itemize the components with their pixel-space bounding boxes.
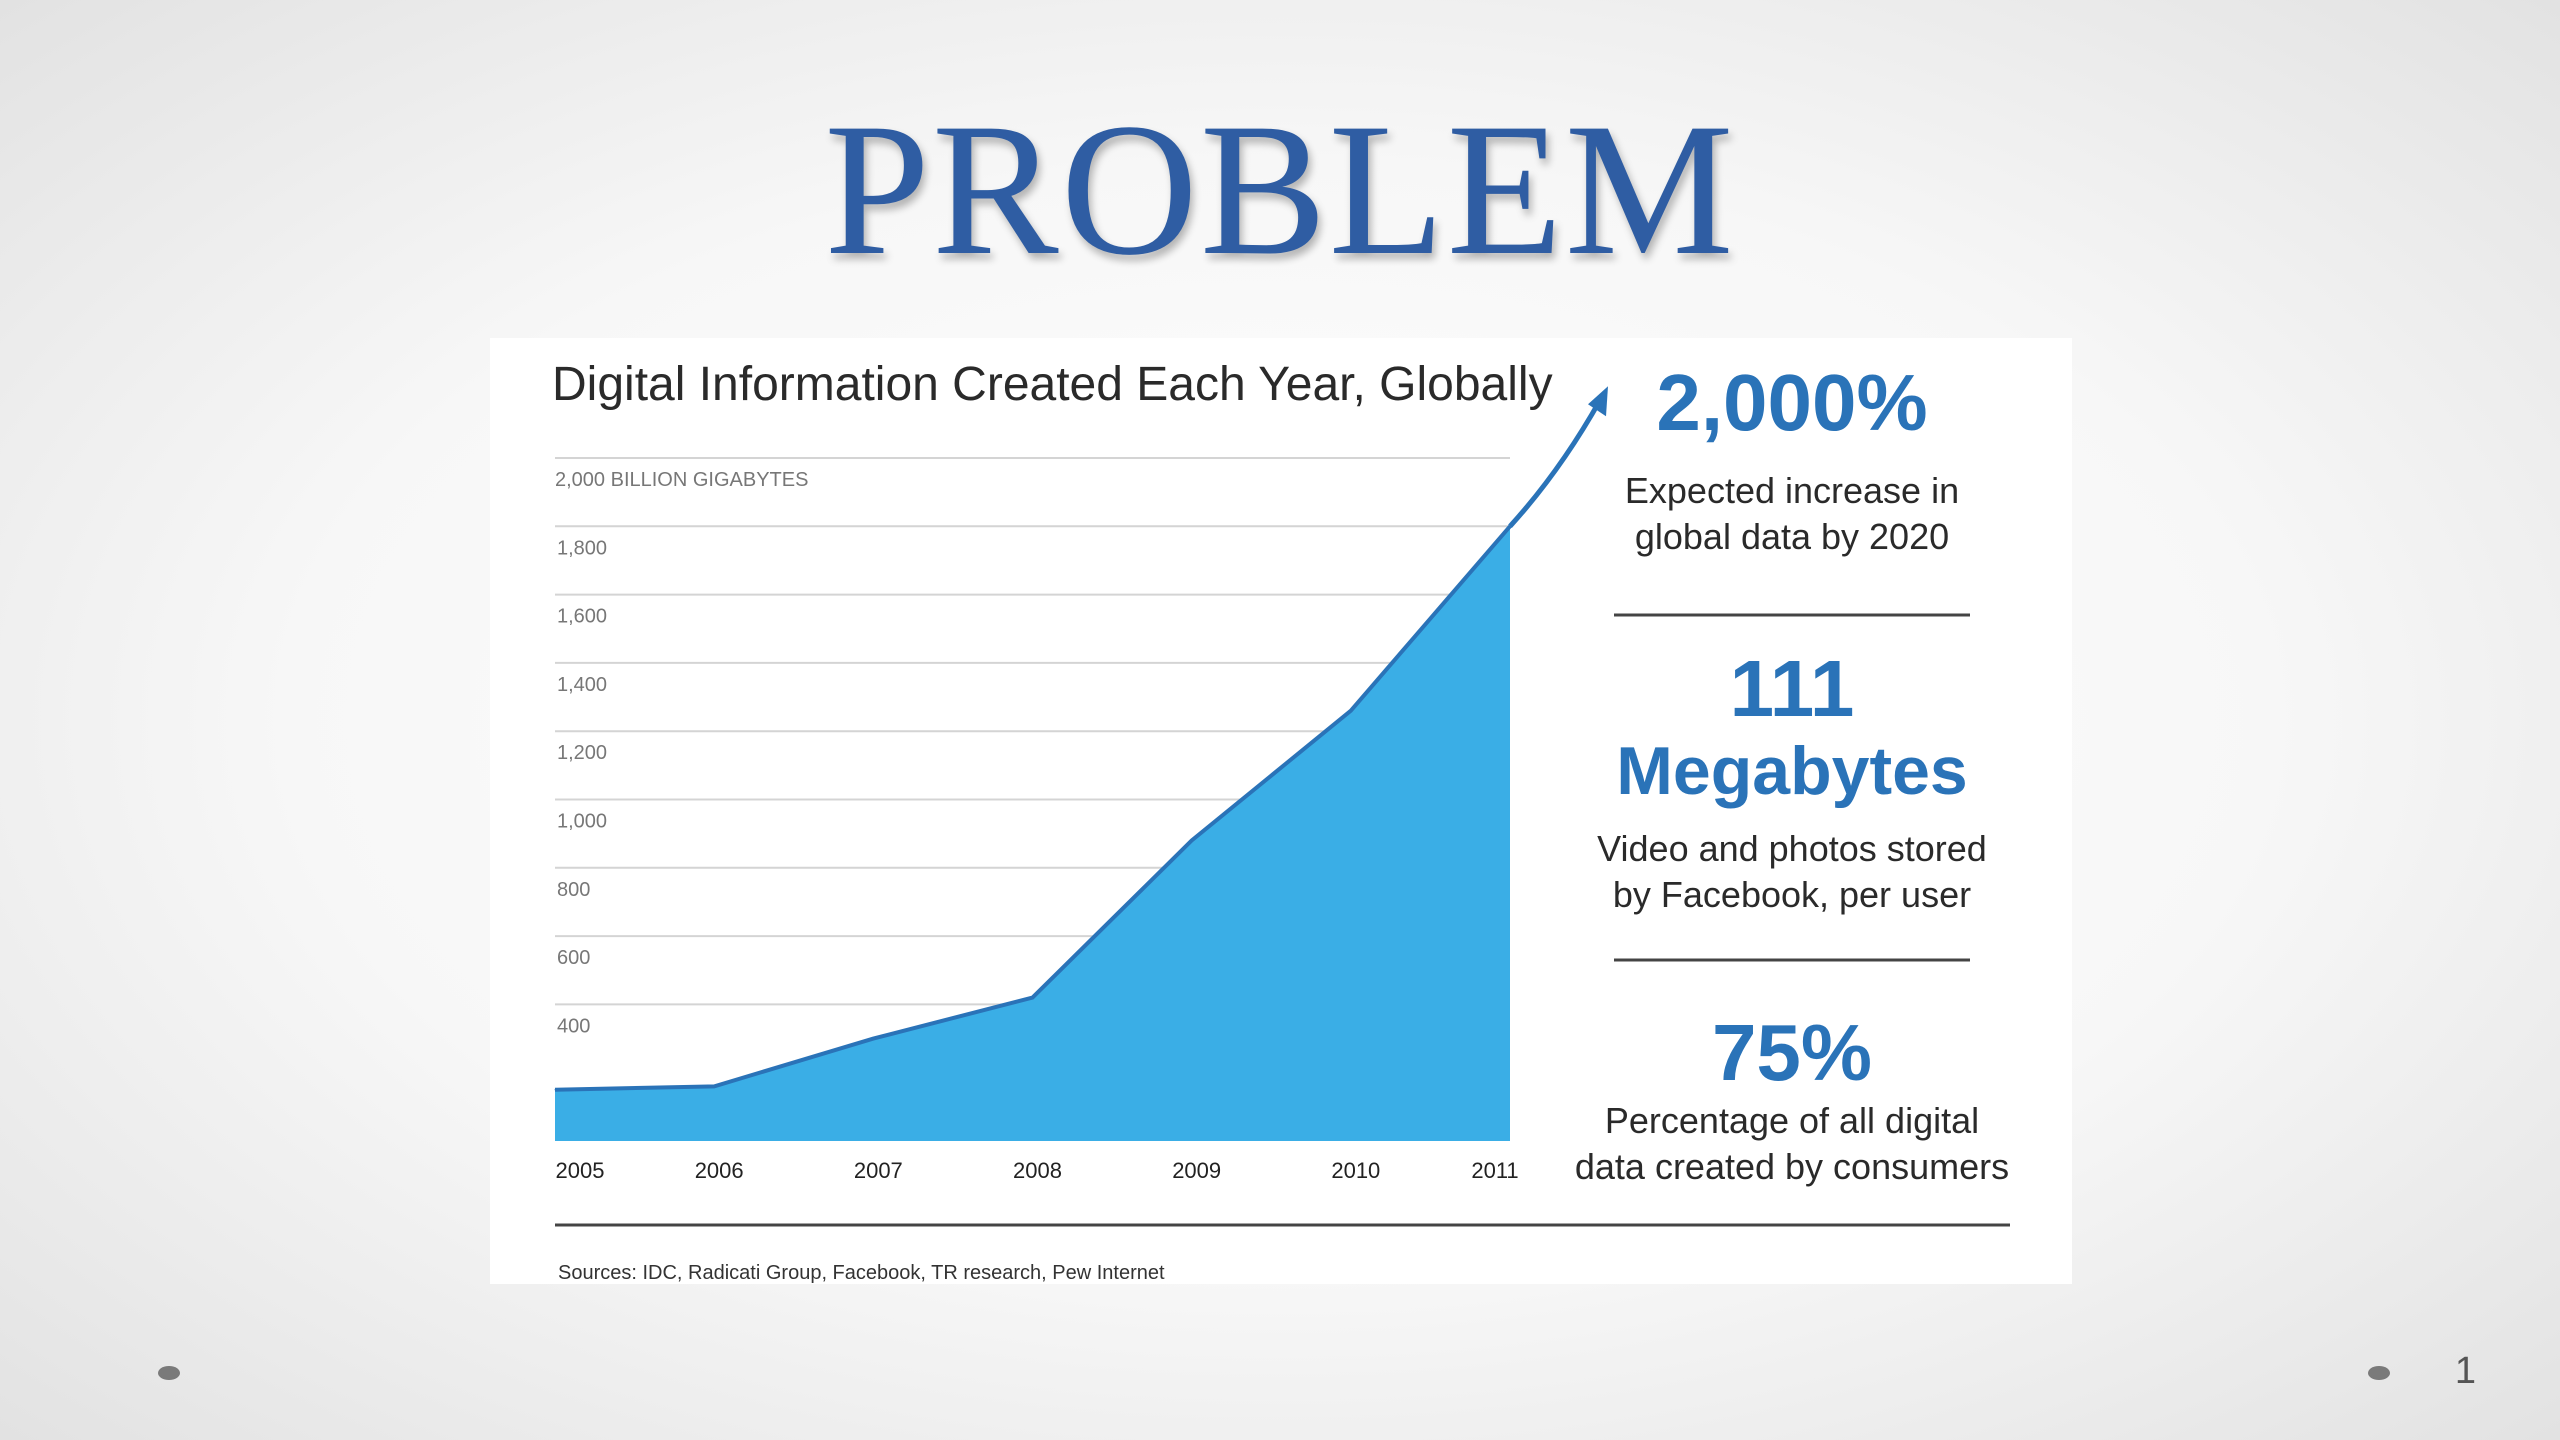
trend-arrow: [1508, 386, 1608, 528]
x-tick-layer: 2005 2006 2007 2008 2009 2010 2011: [556, 1158, 1519, 1183]
stat-2-value: 111: [1730, 644, 1855, 733]
area-layer: [554, 524, 1512, 1141]
x-tick-label-2007: 2007: [854, 1158, 903, 1183]
data-point-2007: [872, 1038, 874, 1040]
footer-bullet-left: [158, 1366, 180, 1380]
y-tick-label-6: 1,600: [557, 606, 607, 628]
stat-1-desc-line2: global data by 2020: [1635, 516, 1949, 557]
data-point-2009: [1191, 839, 1193, 841]
stat-1-value: 2,000%: [1656, 358, 1927, 447]
stat-3: 75% Percentage of all digital data creat…: [1575, 1008, 2009, 1187]
chart-source: Sources: IDC, Radicati Group, Facebook, …: [558, 1262, 1165, 1284]
stat-3-desc-line2: data created by consumers: [1575, 1146, 2009, 1187]
y-tick-label-5: 1,400: [557, 674, 607, 696]
stat-2-desc-line1: Video and photos stored: [1597, 828, 1987, 869]
data-point-2008: [1032, 997, 1033, 999]
x-tick-label-2009: 2009: [1172, 1158, 1221, 1183]
trend-arrow-line: [1508, 399, 1603, 528]
x-tick-label-2006: 2006: [695, 1158, 744, 1183]
y-tick-label-4: 1,200: [557, 742, 607, 764]
page-number: 1: [2454, 1350, 2476, 1392]
stat-2: 111 Megabytes Video and photos stored by…: [1597, 644, 1987, 915]
y-tick-label-2: 800: [557, 879, 590, 901]
y-tick-label-0: 400: [557, 1015, 590, 1037]
y-tick-label-1: 600: [557, 947, 590, 969]
chart-svg: Digital Information Created Each Year, G…: [552, 358, 2010, 1284]
x-tick-label-2010: 2010: [1331, 1158, 1380, 1183]
chart-card: Digital Information Created Each Year, G…: [490, 338, 2072, 1284]
stat-1-desc-line1: Expected increase in: [1625, 470, 1959, 511]
chart-title: Digital Information Created Each Year, G…: [552, 358, 1553, 411]
data-point-2006: [713, 1085, 715, 1087]
x-tick-label-2008: 2008: [1013, 1158, 1062, 1183]
footer-bullet-right: [2368, 1366, 2390, 1380]
x-tick-label-2011: 2011: [1471, 1158, 1518, 1183]
y-tick-label-3: 1,000: [557, 811, 607, 833]
stat-1: 2,000% Expected increase in global data …: [1625, 358, 1959, 557]
chart-unit-label: 2,000 BILLION GIGABYTES: [555, 469, 808, 491]
area-fill: [555, 526, 1510, 1141]
grid-layer: [555, 457, 1510, 1006]
stat-2-value-line2: Megabytes: [1616, 733, 1967, 809]
trend-arrow-head: [1588, 386, 1608, 417]
stat-3-desc-line1: Percentage of all digital: [1605, 1100, 1979, 1141]
data-point-2010: [1350, 710, 1352, 712]
y-tick-layer: 400 600 800 1,000 1,200 1,400 1,600 1,800: [557, 537, 607, 1037]
slide-title: PROBLEM: [824, 85, 1736, 295]
data-point-2005: [554, 1089, 556, 1091]
stat-2-desc-line2: by Facebook, per user: [1613, 874, 1971, 915]
y-tick-label-7: 1,800: [557, 537, 607, 559]
stat-3-value: 75%: [1712, 1008, 1872, 1097]
x-tick-label-2005: 2005: [556, 1158, 605, 1183]
